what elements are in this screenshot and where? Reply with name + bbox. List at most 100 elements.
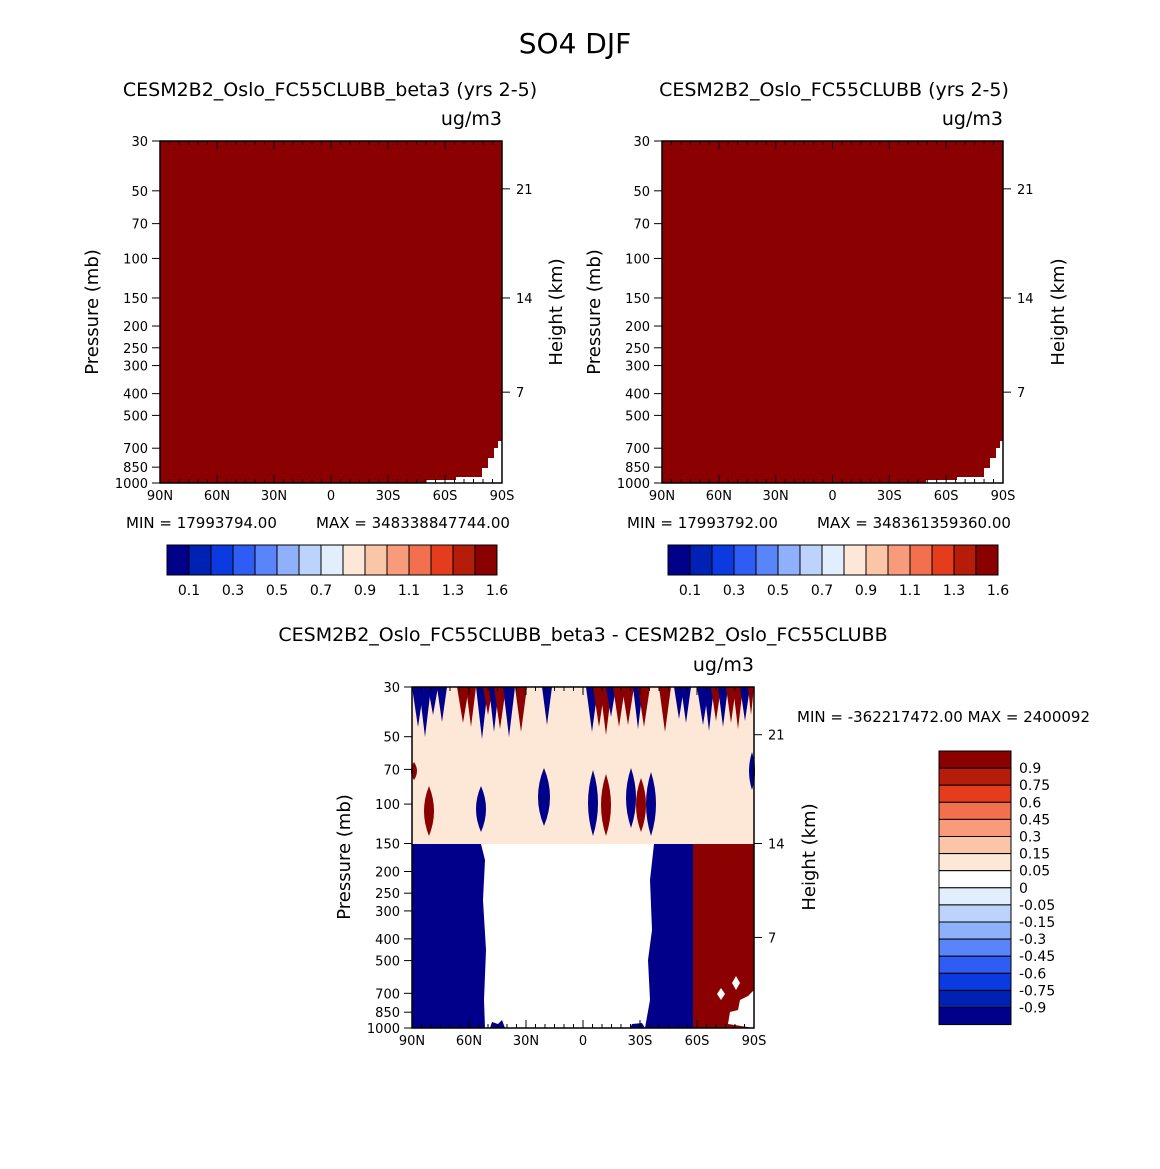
- panel-base-max: MAX = 348361359360.00: [817, 514, 1011, 532]
- y-tick-label: 70: [383, 763, 400, 778]
- diff-lens: [626, 768, 636, 828]
- panel-base-min: MIN = 17993792.00: [627, 514, 778, 532]
- diff-spike: [740, 687, 750, 721]
- colorbar-box: [938, 1007, 1012, 1026]
- x-tick-label: 30S: [376, 489, 401, 504]
- colorbar-box: [938, 836, 1012, 855]
- colorbar-label: 1.1: [899, 583, 921, 599]
- panel-beta3: CESM2B2_Oslo_FC55CLUBB_beta3 (yrs 2-5) u…: [82, 79, 567, 599]
- diff-spike: [681, 687, 691, 723]
- y-tick-label: 150: [375, 838, 400, 853]
- colorbar-label: 0.5: [266, 583, 288, 599]
- y-tick-label: 850: [625, 461, 650, 476]
- x-tick-label: 30S: [628, 1034, 653, 1049]
- colorbar-box: [909, 544, 933, 576]
- y-tick-label: 400: [625, 388, 650, 403]
- x-tick-label: 30N: [261, 489, 287, 504]
- colorbar-box: [938, 801, 1012, 820]
- y-tick-label: 30: [131, 135, 148, 150]
- colorbar-box: [166, 544, 190, 576]
- x-tick-label: 60S: [685, 1034, 710, 1049]
- colorbar-box: [254, 544, 278, 576]
- y-right-tick-label: 21: [768, 729, 785, 744]
- diff-lens: [476, 786, 486, 832]
- colorbar-box: [938, 972, 1012, 991]
- panel-beta3-units: ug/m3: [441, 108, 502, 130]
- colorbar-label: 1.6: [987, 583, 1009, 599]
- diff-lens: [601, 774, 611, 836]
- colorbar-label: 0.3: [723, 583, 745, 599]
- colorbar-box: [938, 887, 1012, 906]
- colorbar-label: 0.1: [178, 583, 200, 599]
- colorbar-box: [865, 544, 889, 576]
- diff-spike: [515, 687, 527, 732]
- diff-upper-band: [412, 687, 754, 844]
- colorbar-label: 0.45: [1019, 812, 1050, 828]
- y-tick-label: 150: [625, 292, 650, 307]
- colorbar-box: [364, 544, 388, 576]
- colorbar-box: [755, 544, 779, 576]
- panel-base-title: CESM2B2_Oslo_FC55CLUBB (yrs 2-5): [659, 79, 1009, 101]
- y-tick-label: 50: [633, 185, 650, 200]
- colorbar-label: 0.9: [1019, 761, 1041, 777]
- diff-lens: [636, 778, 646, 832]
- colorbar-box: [975, 544, 999, 576]
- panel-diff-title: CESM2B2_Oslo_FC55CLUBB_beta3 - CESM2B2_O…: [278, 624, 887, 646]
- diff-spike: [704, 687, 714, 731]
- y-tick-label: 700: [625, 442, 650, 457]
- y-tick-label: 300: [375, 905, 400, 920]
- panel-beta3-max: MAX = 348338847744.00: [316, 514, 510, 532]
- colorbar-box: [938, 767, 1012, 786]
- diff-spike: [428, 687, 438, 715]
- y-right-tick-label: 7: [1017, 386, 1025, 401]
- y-tick-label: 100: [375, 798, 400, 813]
- panel-diff-ylabel-right: Height (km): [799, 803, 820, 910]
- colorbar-box: [821, 544, 845, 576]
- colorbar-label: -0.9: [1019, 1001, 1046, 1017]
- diff-spike: [606, 687, 616, 717]
- y-tick-label: 400: [123, 388, 148, 403]
- colorbar-box: [711, 544, 735, 576]
- diff-white-diamond-2: [732, 976, 740, 990]
- diff-spike: [726, 687, 736, 723]
- colorbar-box: [210, 544, 234, 576]
- y-tick-label: 700: [375, 987, 400, 1002]
- panel-diff-ylabel: Pressure (mb): [334, 794, 355, 920]
- colorbar-label: 1.1: [398, 583, 420, 599]
- y-right-tick-label: 7: [768, 931, 776, 946]
- x-tick-label: 30N: [513, 1034, 539, 1049]
- panel-diff-stats: MIN = -362217472.00 MAX = 2400092: [797, 708, 1090, 726]
- x-tick-label: 60S: [433, 489, 458, 504]
- colorbar-box: [733, 544, 757, 576]
- colorbar-box: [938, 921, 1012, 940]
- x-tick-label: 60S: [934, 489, 959, 504]
- panel-base-missing-region: [926, 441, 1003, 483]
- diff-spike: [638, 687, 650, 727]
- colorbar-box: [887, 544, 911, 576]
- colorbar-label: -0.6: [1019, 966, 1046, 982]
- y-right-tick-label: 14: [1017, 292, 1034, 307]
- colorbar-box: [938, 938, 1012, 957]
- diff-spike: [542, 687, 552, 725]
- diff-lower-south-red: [693, 844, 754, 1028]
- colorbar-label: 1.3: [943, 583, 965, 599]
- panel-beta3-ylabel-right: Height (km): [546, 258, 567, 365]
- panel-base-ylabel: Pressure (mb): [584, 249, 605, 375]
- colorbar-label: 0.6: [1019, 795, 1041, 811]
- colorbar-box: [843, 544, 867, 576]
- colorbar-label: -0.75: [1019, 983, 1055, 999]
- y-tick-label: 850: [375, 1006, 400, 1021]
- colorbar-box: [386, 544, 410, 576]
- colorbar-box: [953, 544, 977, 576]
- colorbar-label: 0.7: [310, 583, 332, 599]
- colorbar-label: -0.45: [1019, 949, 1055, 965]
- y-tick-label: 50: [383, 731, 400, 746]
- diff-spike: [733, 687, 743, 729]
- y-tick-label: 250: [123, 342, 148, 357]
- y-tick-label: 70: [633, 218, 650, 233]
- y-tick-label: 200: [123, 320, 148, 335]
- y-tick-label: 400: [375, 933, 400, 948]
- figure-title: SO4 DJF: [519, 27, 631, 60]
- x-tick-label: 90S: [742, 1034, 767, 1049]
- y-tick-label: 70: [131, 218, 148, 233]
